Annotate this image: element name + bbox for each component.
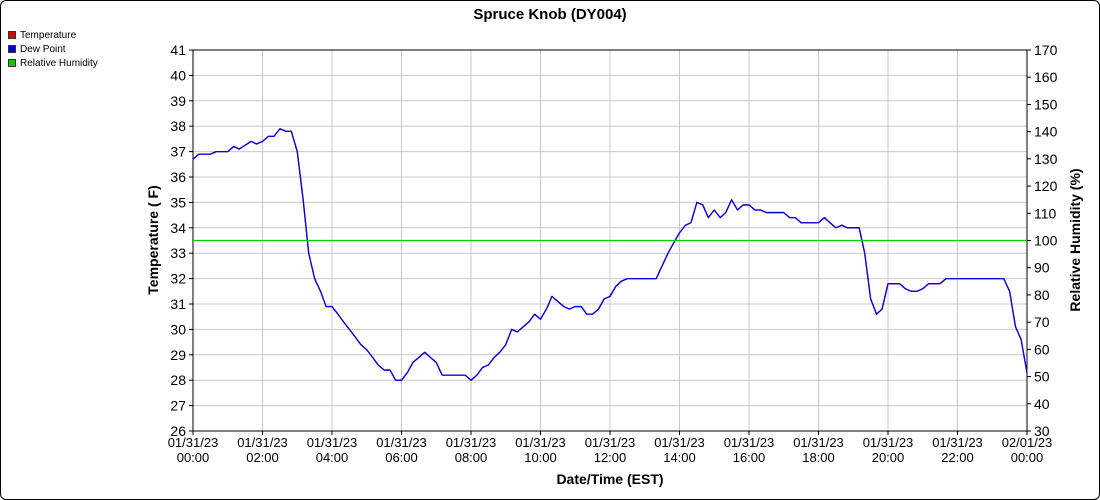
legend-label-relative-humidity: Relative Humidity bbox=[20, 57, 98, 69]
x-tick-time: 08:00 bbox=[455, 450, 488, 465]
x-tick-date: 01/31/23 bbox=[376, 435, 427, 450]
x-tick-time: 16:00 bbox=[733, 450, 766, 465]
legend-swatch-dew-point bbox=[8, 45, 16, 53]
x-axis: 01/31/2300:0001/31/2302:0001/31/2304:000… bbox=[168, 431, 1053, 465]
y-right-tick-label: 30 bbox=[1034, 423, 1050, 439]
y-right-tick-label: 120 bbox=[1034, 178, 1058, 194]
y-tick-label: 40 bbox=[170, 67, 186, 83]
x-tick-date: 01/31/23 bbox=[793, 435, 844, 450]
legend-item-relative-humidity[interactable]: Relative Humidity bbox=[8, 56, 98, 70]
y-tick-label: 34 bbox=[170, 220, 186, 236]
y-tick-label: 36 bbox=[170, 169, 186, 185]
y-axis-right-label: Relative Humidity (%) bbox=[1067, 168, 1083, 311]
x-tick-date: 01/31/23 bbox=[863, 435, 914, 450]
x-tick-time: 18:00 bbox=[802, 450, 835, 465]
y-right-tick-label: 90 bbox=[1034, 260, 1050, 276]
y-right-tick-label: 160 bbox=[1034, 69, 1058, 85]
y-tick-label: 39 bbox=[170, 93, 186, 109]
x-tick-time: 04:00 bbox=[316, 450, 349, 465]
x-tick-time: 22:00 bbox=[941, 450, 974, 465]
x-tick-time: 10:00 bbox=[524, 450, 557, 465]
y-right-tick-label: 110 bbox=[1034, 205, 1057, 221]
x-tick-date: 01/31/23 bbox=[307, 435, 358, 450]
x-tick-time: 12:00 bbox=[594, 450, 627, 465]
y-tick-label: 33 bbox=[170, 245, 186, 261]
series-layer bbox=[192, 128, 1028, 381]
legend-item-temperature[interactable]: Temperature bbox=[8, 28, 98, 42]
x-tick-time: 20:00 bbox=[872, 450, 905, 465]
x-tick-date: 01/31/23 bbox=[585, 435, 636, 450]
x-tick-time: 14:00 bbox=[663, 450, 696, 465]
y-tick-label: 38 bbox=[170, 118, 186, 134]
x-tick-date: 01/31/23 bbox=[446, 435, 497, 450]
y-right-tick-label: 170 bbox=[1034, 42, 1058, 58]
x-tick-time: 00:00 bbox=[1011, 450, 1044, 465]
y-tick-label: 41 bbox=[170, 42, 186, 58]
y-axis-label: Temperature ( F) bbox=[145, 185, 161, 294]
x-tick-date: 01/31/23 bbox=[654, 435, 705, 450]
x-tick-date: 01/31/23 bbox=[932, 435, 983, 450]
legend-label-temperature: Temperature bbox=[20, 29, 77, 41]
legend-swatch-relative-humidity bbox=[8, 59, 16, 67]
y-tick-label: 27 bbox=[170, 398, 186, 414]
y-tick-label: 26 bbox=[170, 423, 186, 439]
y-right-tick-label: 130 bbox=[1034, 151, 1058, 167]
y-axis-left: 26 27 28 29 30 31 32 33 34 35 36 37 38 39 40 41 bbox=[170, 42, 193, 439]
legend: Temperature Dew Point Relative Humidity bbox=[8, 28, 98, 70]
y-right-tick-label: 140 bbox=[1034, 124, 1058, 140]
legend-item-dew-point[interactable]: Dew Point bbox=[8, 42, 98, 56]
y-tick-label: 35 bbox=[170, 194, 186, 210]
x-tick-date: 01/31/23 bbox=[724, 435, 775, 450]
legend-swatch-temperature bbox=[8, 31, 16, 39]
series-line-dew-point bbox=[192, 128, 1028, 381]
x-tick-time: 02:00 bbox=[246, 450, 279, 465]
y-right-tick-label: 70 bbox=[1034, 314, 1050, 330]
x-tick-date: 02/01/23 bbox=[1002, 435, 1053, 450]
y-right-tick-label: 60 bbox=[1034, 341, 1050, 357]
y-tick-label: 29 bbox=[170, 347, 186, 363]
y-right-tick-label: 50 bbox=[1034, 369, 1050, 385]
y-right-tick-label: 150 bbox=[1034, 96, 1058, 112]
x-axis-label: Date/Time (EST) bbox=[556, 471, 663, 487]
y-tick-label: 28 bbox=[170, 372, 186, 388]
y-tick-label: 31 bbox=[170, 296, 186, 312]
y-tick-label: 32 bbox=[170, 271, 186, 287]
y-right-tick-label: 100 bbox=[1034, 233, 1058, 249]
y-tick-label: 37 bbox=[170, 144, 186, 160]
y-axis-right: 30 40 50 60 70 80 90 100 110 120 130 140 150 160 170 bbox=[1027, 42, 1058, 439]
x-tick-date: 01/31/23 bbox=[168, 435, 219, 450]
legend-label-dew-point: Dew Point bbox=[20, 43, 66, 55]
y-tick-label: 30 bbox=[170, 321, 186, 337]
x-tick-date: 01/31/23 bbox=[237, 435, 288, 450]
y-right-tick-label: 80 bbox=[1034, 287, 1050, 303]
x-tick-time: 06:00 bbox=[385, 450, 418, 465]
x-tick-date: 01/31/23 bbox=[515, 435, 566, 450]
y-right-tick-label: 40 bbox=[1034, 396, 1050, 412]
x-tick-time: 00:00 bbox=[177, 450, 210, 465]
chart-title: Spruce Knob (DY004) bbox=[473, 6, 626, 23]
